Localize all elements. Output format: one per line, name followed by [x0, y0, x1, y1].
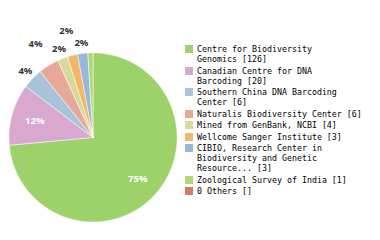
- html-text:Southern China DNA Barcoding C: Southern China DNA Barcoding Center [6]: [197, 87, 337, 107]
- svg-text:2%: 2%: [52, 42, 66, 55]
- html-text:Centre for Biodiversity Genomi: Centre for Biodiversity Genomics [126]: [197, 44, 312, 64]
- svg-text:12%: 12%: [25, 114, 45, 127]
- html-text:0 Others []: 0 Others []: [197, 186, 252, 196]
- svg-text:4%: 4%: [18, 64, 32, 77]
- html-text:Naturalis Biodiversity Center: Naturalis Biodiversity Center [6]: [197, 108, 362, 119]
- svg-text:75%: 75%: [128, 172, 148, 185]
- html-text:Wellcome Sanger Institute [3]: Wellcome Sanger Institute [3]: [197, 131, 342, 142]
- svg-text:2%: 2%: [59, 24, 73, 37]
- svg-text:2%: 2%: [74, 36, 88, 49]
- svg-text:4%: 4%: [28, 37, 42, 50]
- html-text:Mined from GenBank, NCBI [4]: Mined from GenBank, NCBI [4]: [197, 120, 337, 130]
- html-text:CIBIO, Research Center in Biod: CIBIO, Research Center in Biodiversity a…: [197, 143, 322, 173]
- html-text:Canadian Centre for DNA Barcod: Canadian Centre for DNA Barcoding [20]: [197, 65, 312, 86]
- html-text:Zoological Survey of India [1]: Zoological Survey of India [1]: [197, 174, 347, 185]
